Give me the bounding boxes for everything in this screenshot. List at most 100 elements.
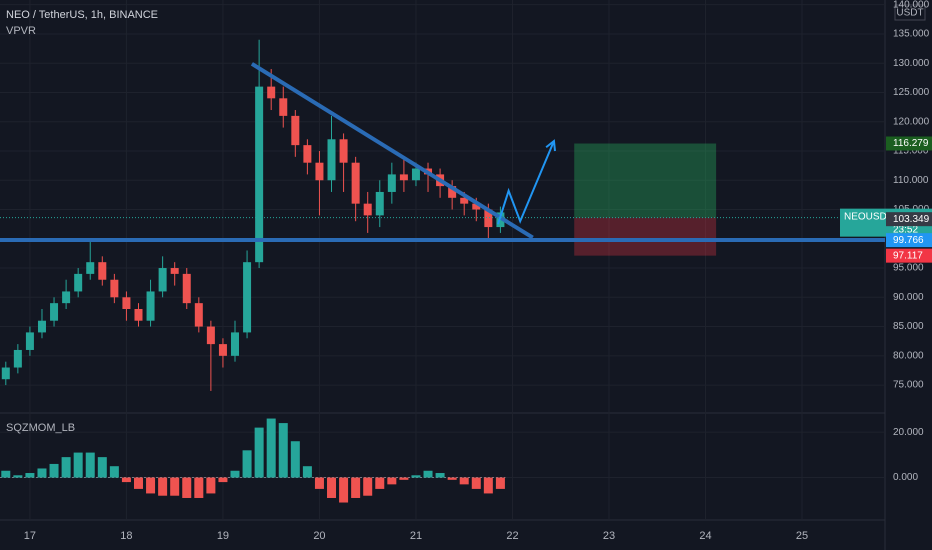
candle-body: [50, 303, 59, 321]
momentum-bar: [351, 477, 361, 498]
momentum-bar: [73, 452, 83, 478]
profit-zone: [574, 143, 717, 218]
candle-body: [1, 367, 10, 380]
candle-body: [267, 86, 276, 99]
candle-body: [448, 186, 457, 198]
currency-box[interactable]: [894, 4, 926, 21]
momentum-bar: [109, 466, 119, 478]
momentum-bar: [25, 473, 35, 478]
price-tag: [886, 136, 932, 151]
candle-body: [484, 209, 493, 228]
momentum-bar: [459, 477, 469, 485]
candle-body: [206, 326, 215, 345]
momentum-bar: [194, 477, 204, 498]
loss-zone: [574, 217, 717, 256]
momentum-bar: [471, 477, 481, 489]
candle-body: [255, 86, 264, 263]
countdown: 23:52: [893, 224, 918, 235]
price-tag-label: 97.117: [893, 250, 923, 261]
y-tick-label: 0.000: [893, 472, 918, 483]
momentum-bar: [133, 477, 143, 489]
candle-body: [170, 268, 179, 274]
candle-body: [303, 145, 312, 163]
candle-body: [37, 320, 46, 333]
price-tag-label: 99.766: [893, 235, 924, 246]
candle-body: [411, 168, 420, 181]
candle-body: [351, 162, 360, 204]
indicator-label[interactable]: VPVR: [6, 25, 36, 37]
price-tag: [886, 233, 932, 248]
x-tick-label: 20: [313, 530, 325, 542]
candle-body: [472, 203, 481, 210]
candle-body: [363, 203, 372, 216]
momentum-bar: [121, 477, 131, 483]
y-tick-label: 140.000: [893, 0, 930, 10]
momentum-bar: [411, 475, 421, 478]
momentum-bar: [266, 418, 276, 478]
momentum-bar: [495, 477, 505, 489]
candle-body: [460, 197, 469, 204]
x-tick-label: 23: [603, 530, 615, 542]
candle-body: [194, 303, 203, 327]
price-tag-label: 116.279: [893, 138, 929, 149]
x-tick-label: 24: [699, 530, 711, 542]
candle-body: [327, 139, 336, 181]
candle-body: [86, 262, 95, 274]
x-tick-label: 25: [796, 530, 808, 542]
x-tick-label: 19: [217, 530, 229, 542]
candle-body: [25, 332, 34, 350]
candle-body: [375, 191, 384, 216]
candle-body: [387, 174, 396, 192]
momentum-bar: [387, 477, 397, 485]
y-tick-label: 120.000: [893, 116, 930, 127]
candle-body: [243, 262, 252, 333]
symbol-title[interactable]: NEO / TetherUS, 1h, BINANCE: [6, 9, 158, 21]
candle-body: [110, 279, 119, 298]
candle-body: [62, 291, 71, 304]
candle-body: [279, 98, 288, 116]
momentum-bar: [1, 470, 11, 478]
momentum-bar: [290, 441, 300, 478]
x-tick-label: 22: [506, 530, 518, 542]
momentum-bar: [339, 477, 349, 503]
arrow-head: [545, 139, 556, 152]
candle-body: [231, 332, 240, 356]
currency[interactable]: USDT: [896, 8, 923, 19]
symbol-tag: NEOUSDT: [844, 211, 893, 222]
candle-body: [134, 309, 143, 321]
momentum-bar: [170, 477, 180, 496]
momentum-bar: [483, 477, 493, 494]
y-tick-label: 130.000: [893, 58, 930, 69]
momentum-bar: [399, 477, 409, 480]
y-tick-label: 115.000: [893, 146, 929, 157]
candle-body: [339, 139, 348, 163]
trendline: [250, 62, 534, 240]
momentum-bar: [423, 470, 433, 478]
momentum-bar: [49, 463, 59, 478]
momentum-bar: [375, 477, 385, 489]
momentum-bar: [302, 466, 312, 478]
momentum-bar: [363, 477, 373, 496]
candle-body: [315, 162, 324, 181]
candle-body: [291, 115, 300, 146]
momentum-bar: [146, 477, 156, 494]
momentum-bar: [435, 473, 445, 478]
projection-arrow: [497, 140, 555, 225]
candle-body: [158, 268, 167, 292]
y-tick-label: 90.000: [893, 292, 924, 303]
price-tag: [886, 212, 932, 227]
momentum-bar: [13, 475, 23, 478]
momentum-title[interactable]: SQZMOM_LB: [6, 422, 75, 434]
candle-body: [122, 297, 131, 309]
y-tick-label: 95.000: [893, 263, 924, 274]
candle-body: [218, 344, 227, 356]
price-tag-label: 103.349: [893, 214, 930, 225]
candle-body: [182, 273, 191, 304]
candle-body: [146, 291, 155, 321]
y-tick-label: 80.000: [893, 350, 924, 361]
candle-body: [74, 273, 83, 292]
momentum-bar: [278, 423, 288, 478]
momentum-bar: [447, 477, 457, 480]
